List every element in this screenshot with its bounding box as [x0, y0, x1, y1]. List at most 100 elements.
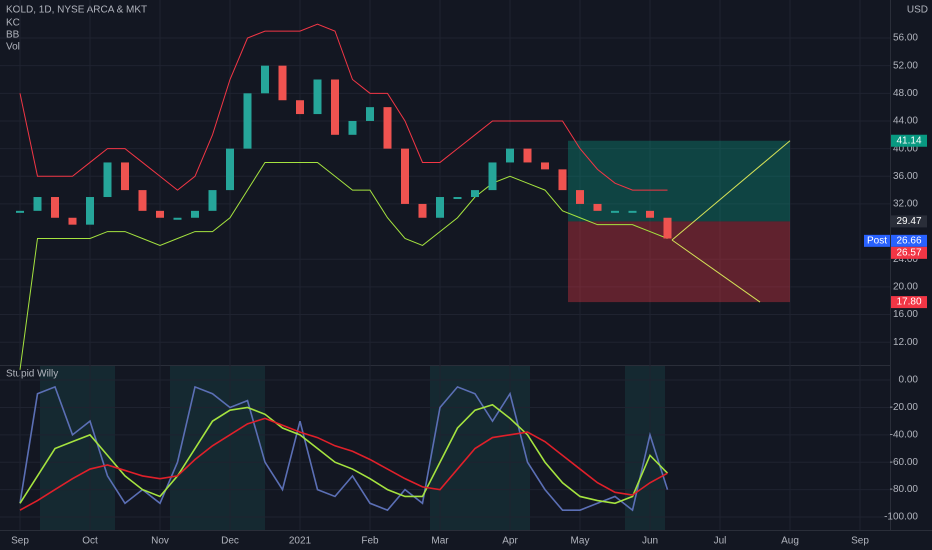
candle	[611, 210, 619, 213]
y-tick-label: -20.00	[890, 402, 919, 413]
x-tick-label: Sep	[11, 536, 29, 547]
candle	[68, 217, 77, 225]
pane-title: Stupid Willy	[6, 369, 58, 380]
series-line	[19, 417, 668, 511]
series-line	[19, 161, 668, 370]
candle	[16, 210, 24, 213]
candle	[51, 197, 59, 218]
x-tick-label: Apr	[502, 536, 518, 547]
tag-text: Post	[867, 235, 887, 246]
y-tick-label: 40.00	[893, 143, 918, 154]
x-tick-label: Aug	[781, 536, 799, 547]
candle	[506, 148, 514, 163]
y-tick-label: 32.00	[893, 199, 918, 210]
candle	[86, 197, 94, 225]
y-tick-label: 44.00	[893, 116, 918, 127]
price-label-text: 29.47	[896, 216, 921, 227]
candle	[663, 217, 672, 239]
price-label	[891, 134, 927, 147]
series-line	[19, 23, 668, 191]
candle	[138, 190, 147, 211]
tag-box	[864, 234, 890, 247]
projection	[671, 239, 761, 303]
currency: USD	[907, 5, 928, 16]
y-tick-label: 48.00	[893, 88, 918, 99]
y-tick-label: 0.00	[899, 375, 919, 386]
price-label-text: 17.80	[896, 297, 921, 308]
x-tick-label: Jun	[642, 536, 658, 547]
zone	[625, 366, 665, 530]
price-label	[891, 246, 927, 259]
price-label	[891, 234, 927, 247]
candle	[278, 65, 287, 101]
y-tick-label: 56.00	[893, 33, 918, 44]
x-tick-label: 2021	[289, 536, 312, 547]
candle	[383, 107, 392, 149]
candle	[33, 197, 42, 211]
y-tick-label: 36.00	[893, 171, 918, 182]
y-tick-label: -40.00	[890, 429, 919, 440]
projection	[671, 140, 791, 241]
candle	[313, 79, 322, 115]
zone	[430, 366, 530, 530]
zone	[170, 366, 265, 530]
y-tick-label: 16.00	[893, 309, 918, 320]
candle	[436, 197, 444, 218]
indicator: KC	[6, 18, 20, 29]
candle	[401, 148, 409, 204]
candle	[191, 210, 199, 218]
candle	[628, 210, 637, 213]
candle	[331, 79, 339, 135]
price-label-text: 26.57	[896, 247, 921, 258]
y-tick-label: 24.00	[893, 254, 918, 265]
y-tick-label: 52.00	[893, 60, 918, 71]
price-label-text: 41.14	[896, 135, 921, 146]
x-tick-label: Mar	[431, 536, 449, 547]
candle	[558, 169, 567, 191]
candle	[348, 120, 357, 135]
symbol: KOLD, 1D, NYSE ARCA & MKT	[6, 5, 147, 16]
loss-zone	[568, 221, 790, 303]
series-line	[19, 385, 669, 512]
indicator: BB	[6, 30, 20, 41]
x-tick-label: Dec	[221, 536, 239, 547]
candle	[243, 93, 252, 149]
candle	[646, 210, 654, 218]
candle	[366, 107, 374, 121]
x-tick-label: Nov	[151, 536, 169, 547]
profit-zone	[568, 140, 790, 222]
candle	[418, 203, 427, 218]
x-tick-label: Oct	[82, 536, 98, 547]
price-label	[891, 296, 927, 309]
y-tick-label: -60.00	[890, 457, 919, 468]
y-tick-label: 20.00	[893, 282, 918, 293]
candle	[593, 203, 602, 211]
candle	[226, 148, 234, 191]
candle	[576, 190, 584, 204]
price-label	[891, 215, 927, 228]
candle	[173, 217, 182, 220]
candle	[296, 100, 304, 115]
indicator: Vol	[6, 42, 20, 53]
x-tick-label: Feb	[361, 536, 379, 547]
x-tick-label: Jul	[714, 536, 727, 547]
candle	[471, 190, 479, 198]
y-tick-label: -100.00	[884, 512, 918, 523]
candle	[523, 148, 532, 163]
candle	[208, 190, 217, 211]
y-tick-label: 12.00	[893, 337, 918, 348]
candle	[488, 162, 497, 191]
candle	[453, 197, 462, 200]
candle	[261, 65, 269, 94]
x-tick-label: May	[571, 536, 590, 547]
candle	[121, 162, 129, 191]
zone	[40, 366, 115, 530]
candle	[156, 210, 164, 218]
x-tick-label: Sep	[851, 536, 869, 547]
price-label-text: 26.66	[896, 235, 921, 246]
candle	[103, 162, 112, 198]
series-line	[19, 403, 669, 505]
y-tick-label: -80.00	[890, 484, 919, 495]
